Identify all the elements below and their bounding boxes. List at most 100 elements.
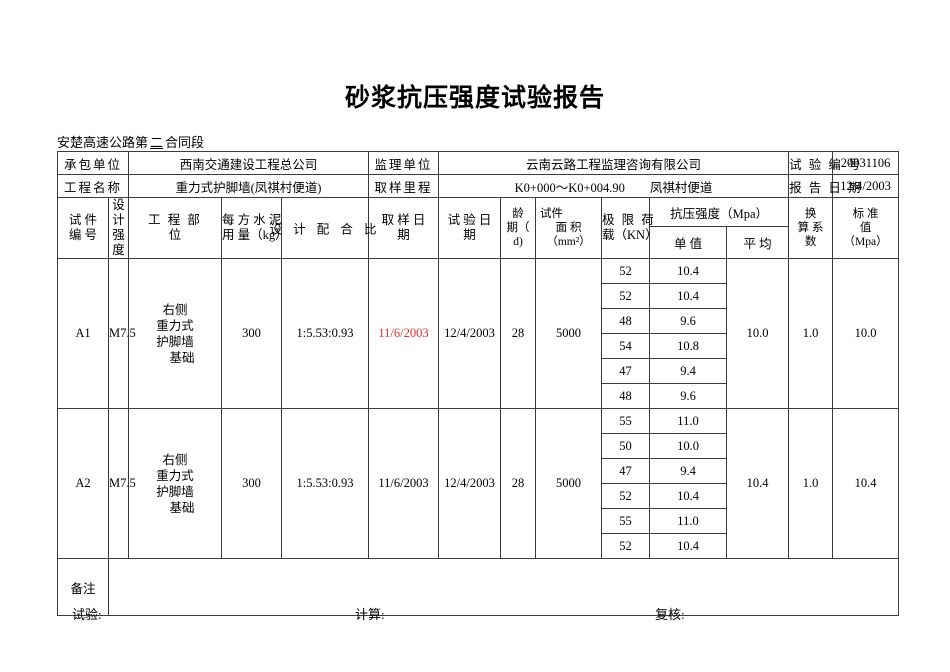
cell-strength-single: 10.4 bbox=[649, 533, 728, 559]
contractor-label: 承包单位 bbox=[56, 151, 130, 175]
info-row-project: 工程名称 重力式护脚墙(凤祺村便道) 取样里程 K0+000～K0+004.90… bbox=[56, 174, 900, 198]
cell-load: 54 bbox=[601, 333, 651, 359]
cell-strength-single: 9.4 bbox=[649, 358, 728, 384]
cell-strength-single: 10.4 bbox=[649, 258, 728, 284]
cell-load: 55 bbox=[601, 508, 651, 534]
table-subrow: 47 9.4 bbox=[58, 358, 899, 384]
test-no-value: 20031106 bbox=[832, 151, 900, 175]
cell-coefficient: 1.0 bbox=[788, 258, 834, 409]
cell-coefficient: 1.0 bbox=[788, 408, 834, 559]
station-label: 取样里程 bbox=[368, 174, 440, 198]
cell-strength-single: 9.4 bbox=[649, 458, 728, 484]
cell-strength-single: 9.6 bbox=[649, 383, 728, 409]
remark-label: 备注 bbox=[57, 558, 109, 616]
col-design-strength: 设 计 强 度 bbox=[107, 197, 130, 259]
cell-strength-single: 9.6 bbox=[649, 308, 728, 334]
table-subrow: 52 10.4 bbox=[58, 533, 899, 559]
col-standard-value: 标 准 值 （Mpa） bbox=[832, 197, 900, 259]
cell-age: 28 bbox=[500, 258, 537, 409]
cell-load: 50 bbox=[601, 433, 651, 459]
report-date-label: 报 告 日 期 bbox=[788, 174, 860, 198]
col-coefficient: 换 算 系 数 bbox=[788, 197, 834, 259]
table-subrow: 52 10.4 bbox=[58, 483, 899, 509]
report-table: 承包单位 西南交通建设工程总公司 监理单位 云南云路工程监理咨询有限公司 试 验… bbox=[56, 151, 900, 616]
cell-load: 47 bbox=[601, 358, 651, 384]
col-sampling-date: 取 样 日 期 bbox=[368, 197, 440, 259]
remark-row: 备注 bbox=[57, 558, 900, 616]
project-label: 工程名称 bbox=[56, 174, 130, 198]
cell-load: 52 bbox=[601, 283, 651, 309]
reviewer-label: 复核: bbox=[655, 607, 685, 622]
page-title: 砂浆抗压强度试验报告 bbox=[344, 85, 605, 112]
cell-specimen-no: A1 bbox=[57, 258, 109, 409]
contract-prefix: 安楚高速公路第 bbox=[57, 135, 149, 150]
col-part: 工 程 部 位 bbox=[128, 197, 223, 259]
cell-standard-value: 10.0 bbox=[832, 258, 900, 409]
cell-sampling-date: 11/6/2003 bbox=[368, 258, 440, 409]
remark-value[interactable] bbox=[107, 558, 900, 616]
cell-area: 5000 bbox=[535, 258, 603, 409]
table-subrow: 47 9.4 bbox=[58, 458, 899, 484]
contractor-value: 西南交通建设工程总公司 bbox=[128, 151, 370, 175]
cell-strength-avg: 10.0 bbox=[726, 258, 790, 409]
cell-age: 28 bbox=[500, 408, 537, 559]
cell-strength-single: 11.0 bbox=[649, 408, 728, 434]
col-test-date: 试 验 日 期 bbox=[438, 197, 502, 259]
cell-part: 右侧 重力式 护脚墙 基础 bbox=[128, 258, 223, 409]
cell-strength-single: 11.0 bbox=[649, 508, 728, 534]
table-subrow: 52 10.4 bbox=[58, 283, 899, 309]
tester-label: 试验: bbox=[72, 607, 102, 622]
cell-strength-single: 10.8 bbox=[649, 333, 728, 359]
table-subrow: 48 9.6 bbox=[58, 383, 899, 409]
cell-strength-single: 10.4 bbox=[649, 483, 728, 509]
report-date-value: 12/4/2003 bbox=[832, 174, 900, 198]
cell-load: 52 bbox=[601, 483, 651, 509]
col-area: 试件 面 积 （mm²） bbox=[535, 197, 603, 259]
cell-cement: 300 bbox=[221, 258, 283, 409]
cell-specimen-no: A2 bbox=[57, 408, 109, 559]
test-no-label: 试 验 编 号 bbox=[788, 151, 860, 175]
cell-load: 48 bbox=[601, 383, 651, 409]
supervisor-value: 云南云路工程监理咨询有限公司 bbox=[438, 151, 790, 175]
supervisor-label: 监理单位 bbox=[368, 151, 440, 175]
cell-mix-ratio: 1:5.53:0.93 bbox=[281, 408, 370, 559]
project-value: 重力式护脚墙(凤祺村便道) bbox=[128, 174, 370, 198]
col-mix-ratio: 设 计 配 合 比 bbox=[270, 197, 377, 259]
col-strength-avg: 平 均 bbox=[726, 226, 790, 259]
table-row: A2 M7.5 右侧 重力式 护脚墙 基础 300 1:5.53:0.93 11… bbox=[57, 408, 900, 559]
cell-cement: 300 bbox=[221, 408, 283, 559]
cell-design-strength: M7.5 bbox=[107, 258, 136, 409]
cell-strength-avg: 10.4 bbox=[726, 408, 790, 559]
contract-section-line: 安楚高速公路第二合同段 bbox=[57, 132, 204, 151]
column-subheader-row: 单 值 平 均 bbox=[58, 226, 899, 259]
info-row-contractor: 承包单位 西南交通建设工程总公司 监理单位 云南云路工程监理咨询有限公司 试 验… bbox=[56, 151, 900, 175]
col-specimen-no: 试 件 编 号 bbox=[57, 197, 109, 259]
cell-sampling-date: 11/6/2003 bbox=[368, 408, 440, 559]
cell-load: 55 bbox=[601, 408, 651, 434]
cell-design-strength: M7.5 bbox=[107, 408, 136, 559]
cell-strength-single: 10.4 bbox=[649, 283, 728, 309]
contract-suffix: 合同段 bbox=[165, 135, 205, 150]
contract-number: 二 bbox=[150, 135, 164, 150]
signature-row: 试验: 计算: 复核: bbox=[0, 604, 950, 624]
cell-test-date: 12/4/2003 bbox=[438, 258, 502, 409]
cell-standard-value: 10.4 bbox=[832, 408, 900, 559]
table-subrow: 50 10.0 bbox=[58, 433, 899, 459]
cell-test-date: 12/4/2003 bbox=[438, 408, 502, 559]
table-row: A1 M7.5 右侧 重力式 护脚墙 基础 300 1:5.53:0.93 11… bbox=[57, 258, 900, 409]
cell-strength-single: 10.0 bbox=[649, 433, 728, 459]
column-header-row: 试 件 编 号 设 计 强 度 工 程 部 位 每 方 水 泥 用 量（kg） … bbox=[57, 196, 900, 259]
col-age: 龄 期（ d) bbox=[500, 197, 537, 259]
calculator-label: 计算: bbox=[355, 607, 385, 622]
cell-load: 48 bbox=[601, 308, 651, 334]
col-strength-single: 单 值 bbox=[649, 226, 728, 259]
cell-load: 52 bbox=[601, 258, 651, 284]
cell-part: 右侧 重力式 护脚墙 基础 bbox=[128, 408, 223, 559]
col-strength-group: 抗压强度（Mpa） bbox=[649, 196, 790, 228]
col-load: 极 限 荷 载（KN） bbox=[601, 197, 658, 259]
cell-mix-ratio: 1:5.53:0.93 bbox=[281, 258, 370, 409]
cell-area: 5000 bbox=[535, 408, 603, 559]
station-value: K0+000～K0+004.90 凤祺村便道 bbox=[438, 174, 790, 198]
cell-load: 52 bbox=[601, 533, 651, 559]
